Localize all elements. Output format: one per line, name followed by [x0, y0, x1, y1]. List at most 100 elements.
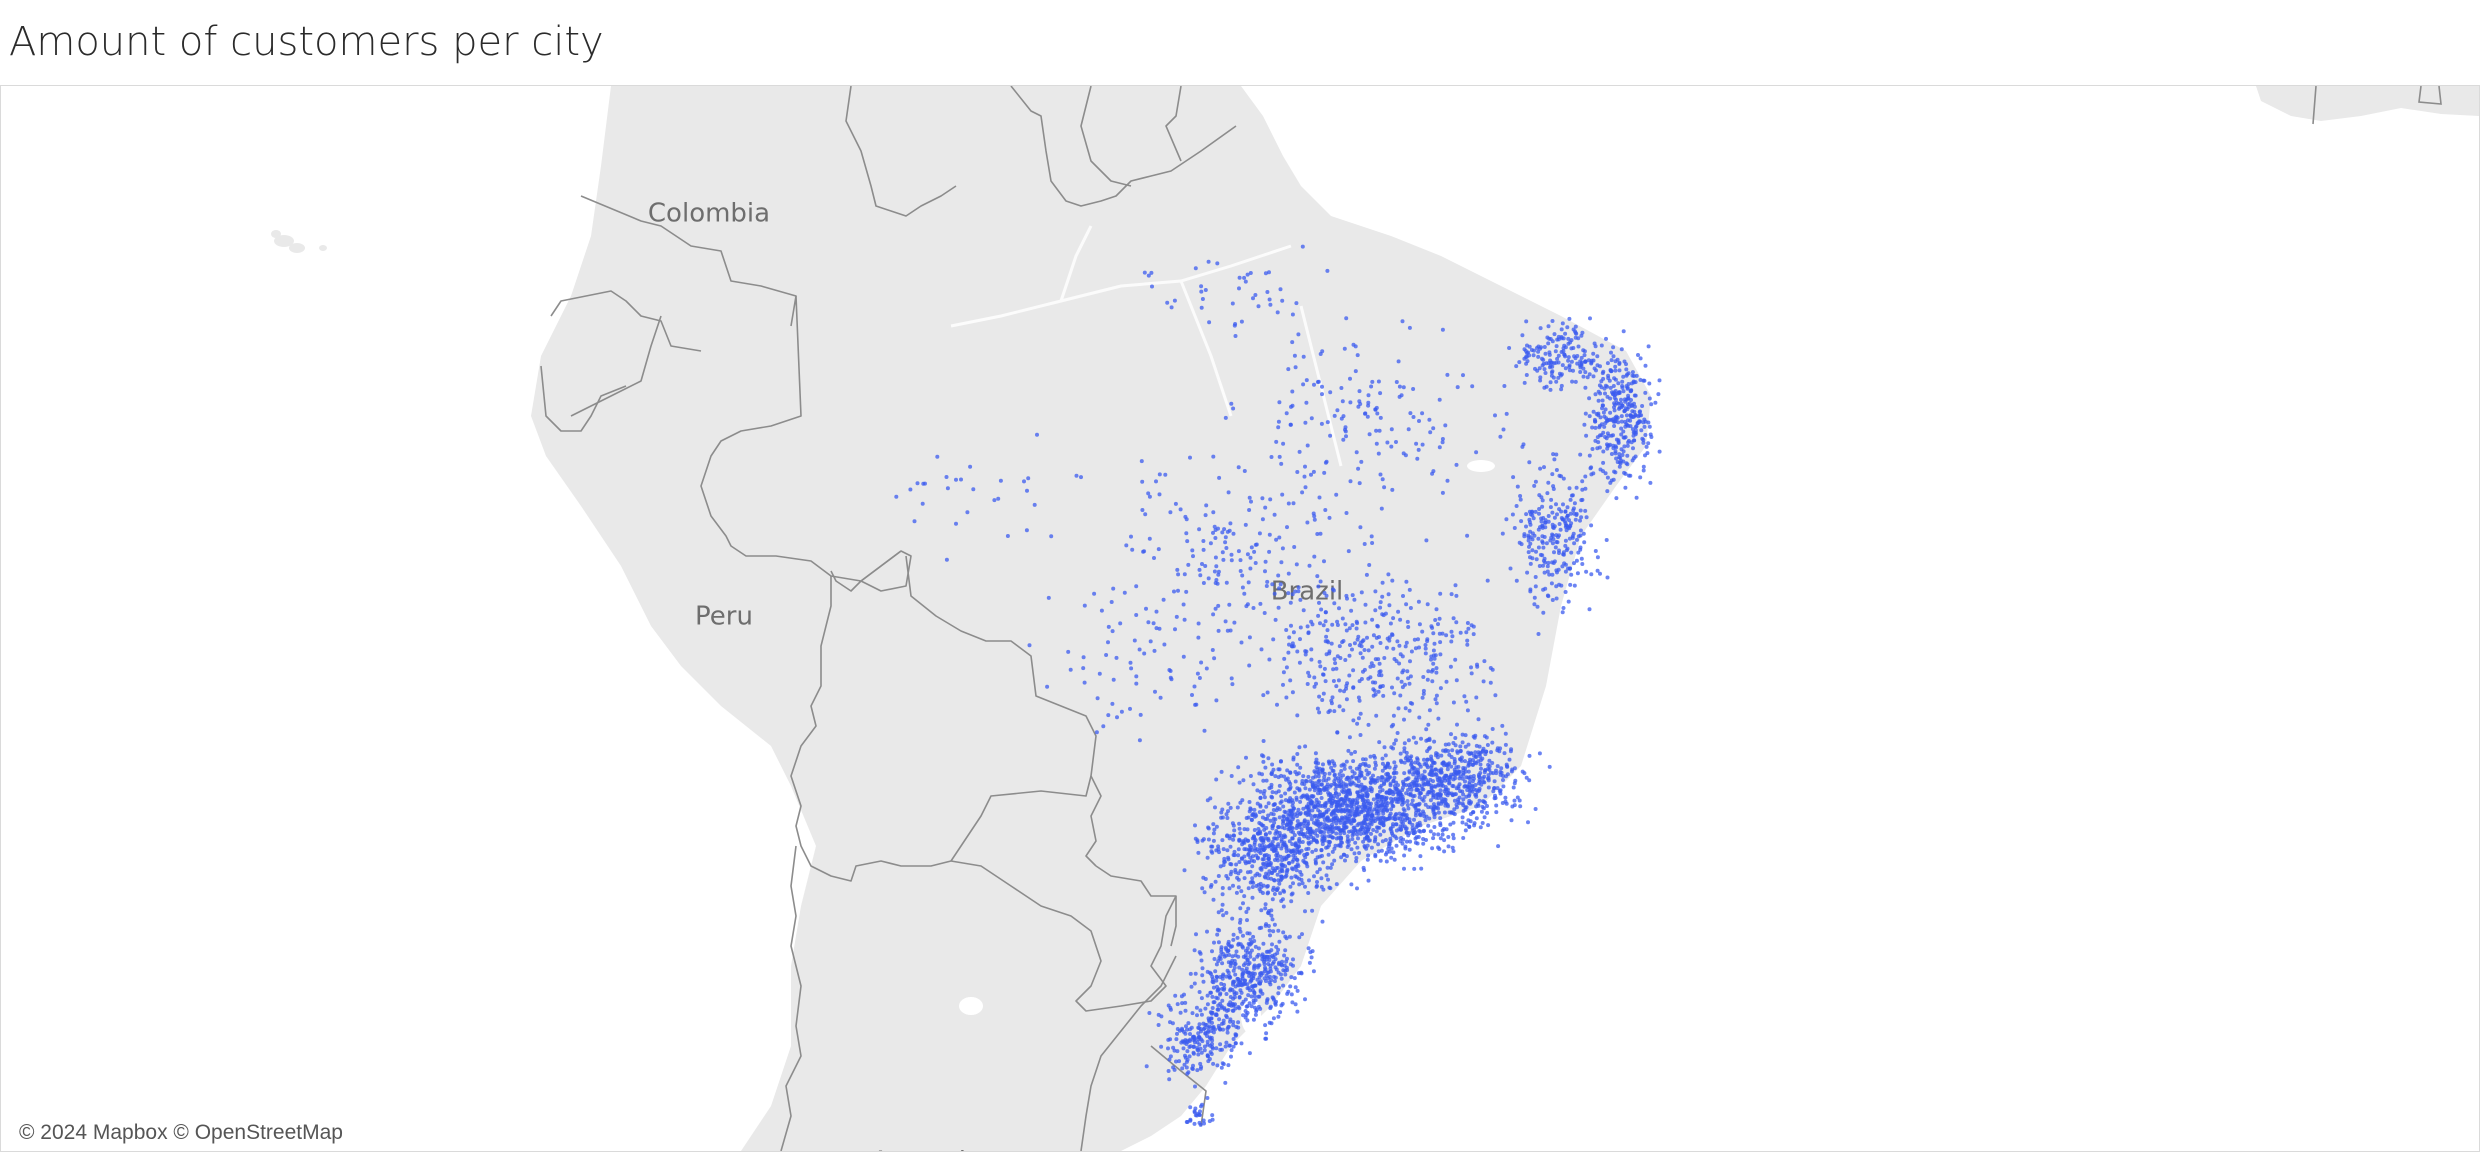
customer-city-point[interactable] [1287, 642, 1291, 647]
customer-city-point[interactable] [1444, 801, 1449, 806]
customer-city-point[interactable] [1298, 822, 1303, 827]
customer-city-point[interactable] [1274, 439, 1279, 444]
customer-city-point[interactable] [1404, 602, 1409, 607]
customer-city-point[interactable] [1175, 1002, 1180, 1007]
customer-city-point[interactable] [1452, 807, 1457, 812]
customer-city-point[interactable] [1248, 774, 1253, 778]
customer-city-point[interactable] [1306, 946, 1311, 951]
customer-city-point[interactable] [1246, 851, 1251, 856]
customer-city-point[interactable] [1266, 756, 1271, 761]
customer-city-point[interactable] [1270, 995, 1275, 1000]
customer-city-point[interactable] [1300, 781, 1305, 786]
customer-city-point[interactable] [1276, 605, 1281, 610]
customer-city-point[interactable] [1231, 1044, 1236, 1049]
customer-city-point[interactable] [1454, 765, 1459, 770]
customer-city-point[interactable] [1266, 872, 1271, 877]
customer-city-point[interactable] [920, 501, 925, 506]
customer-city-point[interactable] [1189, 984, 1194, 989]
customer-city-point[interactable] [1560, 321, 1565, 326]
customer-city-point[interactable] [1362, 868, 1367, 873]
customer-city-point[interactable] [1476, 759, 1481, 764]
customer-city-point[interactable] [1430, 679, 1435, 684]
customer-city-point[interactable] [1153, 689, 1157, 694]
customer-city-point[interactable] [1335, 776, 1340, 781]
customer-city-point[interactable] [1285, 968, 1290, 973]
customer-city-point[interactable] [1548, 505, 1553, 510]
customer-city-point[interactable] [1356, 695, 1361, 700]
customer-city-point[interactable] [1419, 866, 1424, 871]
customer-city-point[interactable] [1281, 904, 1286, 909]
customer-city-point[interactable] [1318, 788, 1322, 793]
customer-city-point[interactable] [1129, 534, 1133, 539]
customer-city-point[interactable] [996, 496, 1001, 501]
customer-city-point[interactable] [1455, 722, 1459, 727]
customer-city-point[interactable] [1437, 616, 1442, 621]
customer-city-point[interactable] [1325, 816, 1329, 821]
customer-city-point[interactable] [1284, 695, 1289, 700]
customer-city-point[interactable] [1366, 400, 1371, 405]
customer-city-point[interactable] [1204, 503, 1209, 508]
customer-city-point[interactable] [1487, 767, 1492, 772]
customer-city-point[interactable] [1386, 592, 1391, 597]
customer-city-point[interactable] [1361, 638, 1366, 643]
customer-city-point[interactable] [1175, 1031, 1179, 1036]
customer-city-point[interactable] [1612, 408, 1617, 413]
customer-city-point[interactable] [1439, 753, 1444, 758]
customer-city-point[interactable] [1569, 359, 1574, 364]
customer-city-point[interactable] [1616, 391, 1621, 396]
customer-city-point[interactable] [1417, 715, 1422, 720]
customer-city-point[interactable] [1567, 368, 1572, 373]
customer-city-point[interactable] [1300, 881, 1305, 886]
customer-city-point[interactable] [1370, 541, 1375, 545]
customer-city-point[interactable] [1538, 326, 1543, 331]
customer-city-point[interactable] [1242, 591, 1247, 596]
customer-city-point[interactable] [1524, 319, 1529, 324]
customer-city-point[interactable] [1199, 1029, 1203, 1034]
customer-city-point[interactable] [1350, 647, 1354, 652]
customer-city-point[interactable] [1451, 616, 1456, 621]
customer-city-point[interactable] [1396, 359, 1401, 364]
customer-city-point[interactable] [1317, 659, 1322, 664]
customer-city-point[interactable] [1176, 588, 1180, 593]
customer-city-point[interactable] [1619, 347, 1624, 352]
customer-city-point[interactable] [1306, 774, 1311, 779]
customer-city-point[interactable] [1192, 1121, 1197, 1126]
customer-city-point[interactable] [1466, 626, 1471, 631]
customer-city-point[interactable] [1454, 770, 1459, 775]
customer-city-point[interactable] [1312, 554, 1317, 559]
customer-city-point[interactable] [1272, 512, 1277, 517]
customer-city-point[interactable] [1225, 834, 1229, 839]
customer-city-point[interactable] [1403, 644, 1408, 649]
customer-city-point[interactable] [1274, 537, 1279, 542]
customer-city-point[interactable] [1232, 849, 1237, 854]
customer-city-point[interactable] [1628, 389, 1633, 394]
customer-city-point[interactable] [1449, 764, 1454, 769]
customer-city-point[interactable] [1250, 876, 1255, 881]
customer-city-point[interactable] [1352, 851, 1357, 856]
customer-city-point[interactable] [1564, 523, 1569, 528]
customer-city-point[interactable] [1303, 420, 1308, 425]
customer-city-point[interactable] [1082, 680, 1087, 685]
customer-city-point[interactable] [1397, 384, 1402, 389]
customer-city-point[interactable] [1222, 859, 1227, 864]
customer-city-point[interactable] [1271, 885, 1276, 890]
customer-city-point[interactable] [1236, 941, 1241, 946]
customer-city-point[interactable] [1342, 763, 1347, 768]
customer-city-point[interactable] [1187, 1045, 1192, 1049]
customer-city-point[interactable] [998, 478, 1003, 483]
customer-city-point[interactable] [1383, 797, 1388, 801]
customer-city-point[interactable] [1326, 640, 1331, 645]
customer-city-point[interactable] [1432, 656, 1437, 661]
customer-city-point[interactable] [1297, 876, 1301, 881]
customer-city-point[interactable] [1290, 826, 1295, 831]
customer-city-point[interactable] [1424, 814, 1429, 819]
customer-city-point[interactable] [1543, 520, 1548, 525]
customer-city-point[interactable] [1407, 820, 1412, 825]
customer-city-point[interactable] [1486, 776, 1490, 781]
customer-city-point[interactable] [1252, 828, 1257, 832]
customer-city-point[interactable] [1208, 541, 1213, 546]
customer-city-point[interactable] [1581, 374, 1586, 379]
customer-city-point[interactable] [1288, 884, 1293, 889]
customer-city-point[interactable] [1213, 805, 1217, 810]
customer-city-point[interactable] [1267, 270, 1271, 275]
